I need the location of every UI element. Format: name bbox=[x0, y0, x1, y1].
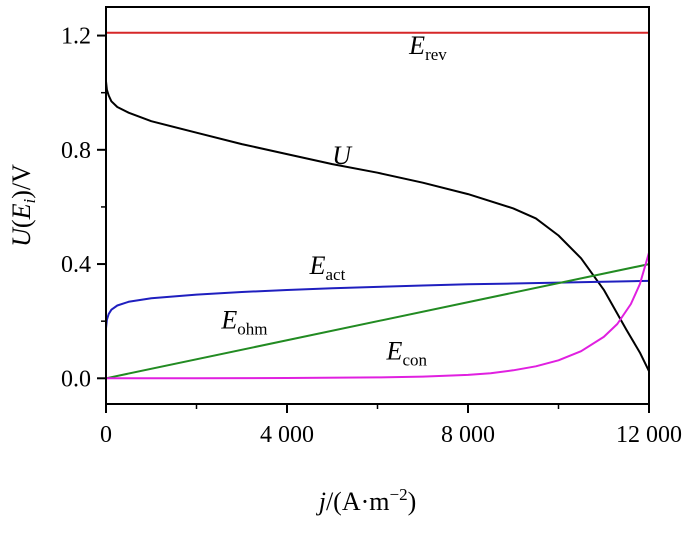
y-axis-title-sub: i bbox=[20, 199, 39, 204]
series-line-u bbox=[105, 81, 650, 372]
series-labels: Erev U Eact Eohm Econ bbox=[220, 31, 447, 370]
series-label-econ: Econ bbox=[386, 337, 428, 370]
axis-ticks: 0 4 000 8 000 12 000 0.0 0.4 0.8 1.2 bbox=[61, 24, 682, 448]
x-tick-label: 8 000 bbox=[441, 422, 495, 448]
x-axis-title-sup: −2 bbox=[390, 485, 408, 504]
y-tick-label: 0.8 bbox=[61, 138, 91, 164]
y-axis-title-u: U bbox=[7, 226, 36, 247]
x-tick-label: 4 000 bbox=[260, 422, 314, 448]
series-label-erev: Erev bbox=[408, 31, 447, 64]
series-line-eohm bbox=[105, 263, 650, 380]
x-tick-label: 0 bbox=[100, 422, 112, 448]
series-label-eohm: Eohm bbox=[220, 305, 267, 338]
y-tick-label: 0.0 bbox=[61, 366, 91, 392]
y-tick-label: 0.4 bbox=[61, 252, 91, 278]
series-label-eact: Eact bbox=[309, 251, 346, 284]
y-axis-title-close: )/V bbox=[7, 164, 36, 199]
plot-frame bbox=[105, 6, 650, 405]
plot-lines bbox=[105, 31, 650, 380]
series-line-econ bbox=[105, 252, 650, 380]
x-axis-title-base: j bbox=[316, 487, 326, 516]
x-tick-label: 12 000 bbox=[616, 422, 682, 448]
x-axis-title-end: ) bbox=[408, 487, 417, 516]
series-label-u: U bbox=[332, 141, 353, 170]
y-axis-title-open: ( bbox=[7, 219, 36, 228]
y-tick-label: 1.2 bbox=[61, 24, 91, 50]
y-axis-title: U(Ei)/V bbox=[7, 164, 39, 247]
series-line-eact bbox=[105, 279, 650, 329]
x-axis-title: j/(A·m−2) bbox=[316, 485, 417, 516]
y-axis-title-e: E bbox=[7, 203, 36, 220]
x-axis-title-mid: /(A·m bbox=[326, 487, 390, 516]
